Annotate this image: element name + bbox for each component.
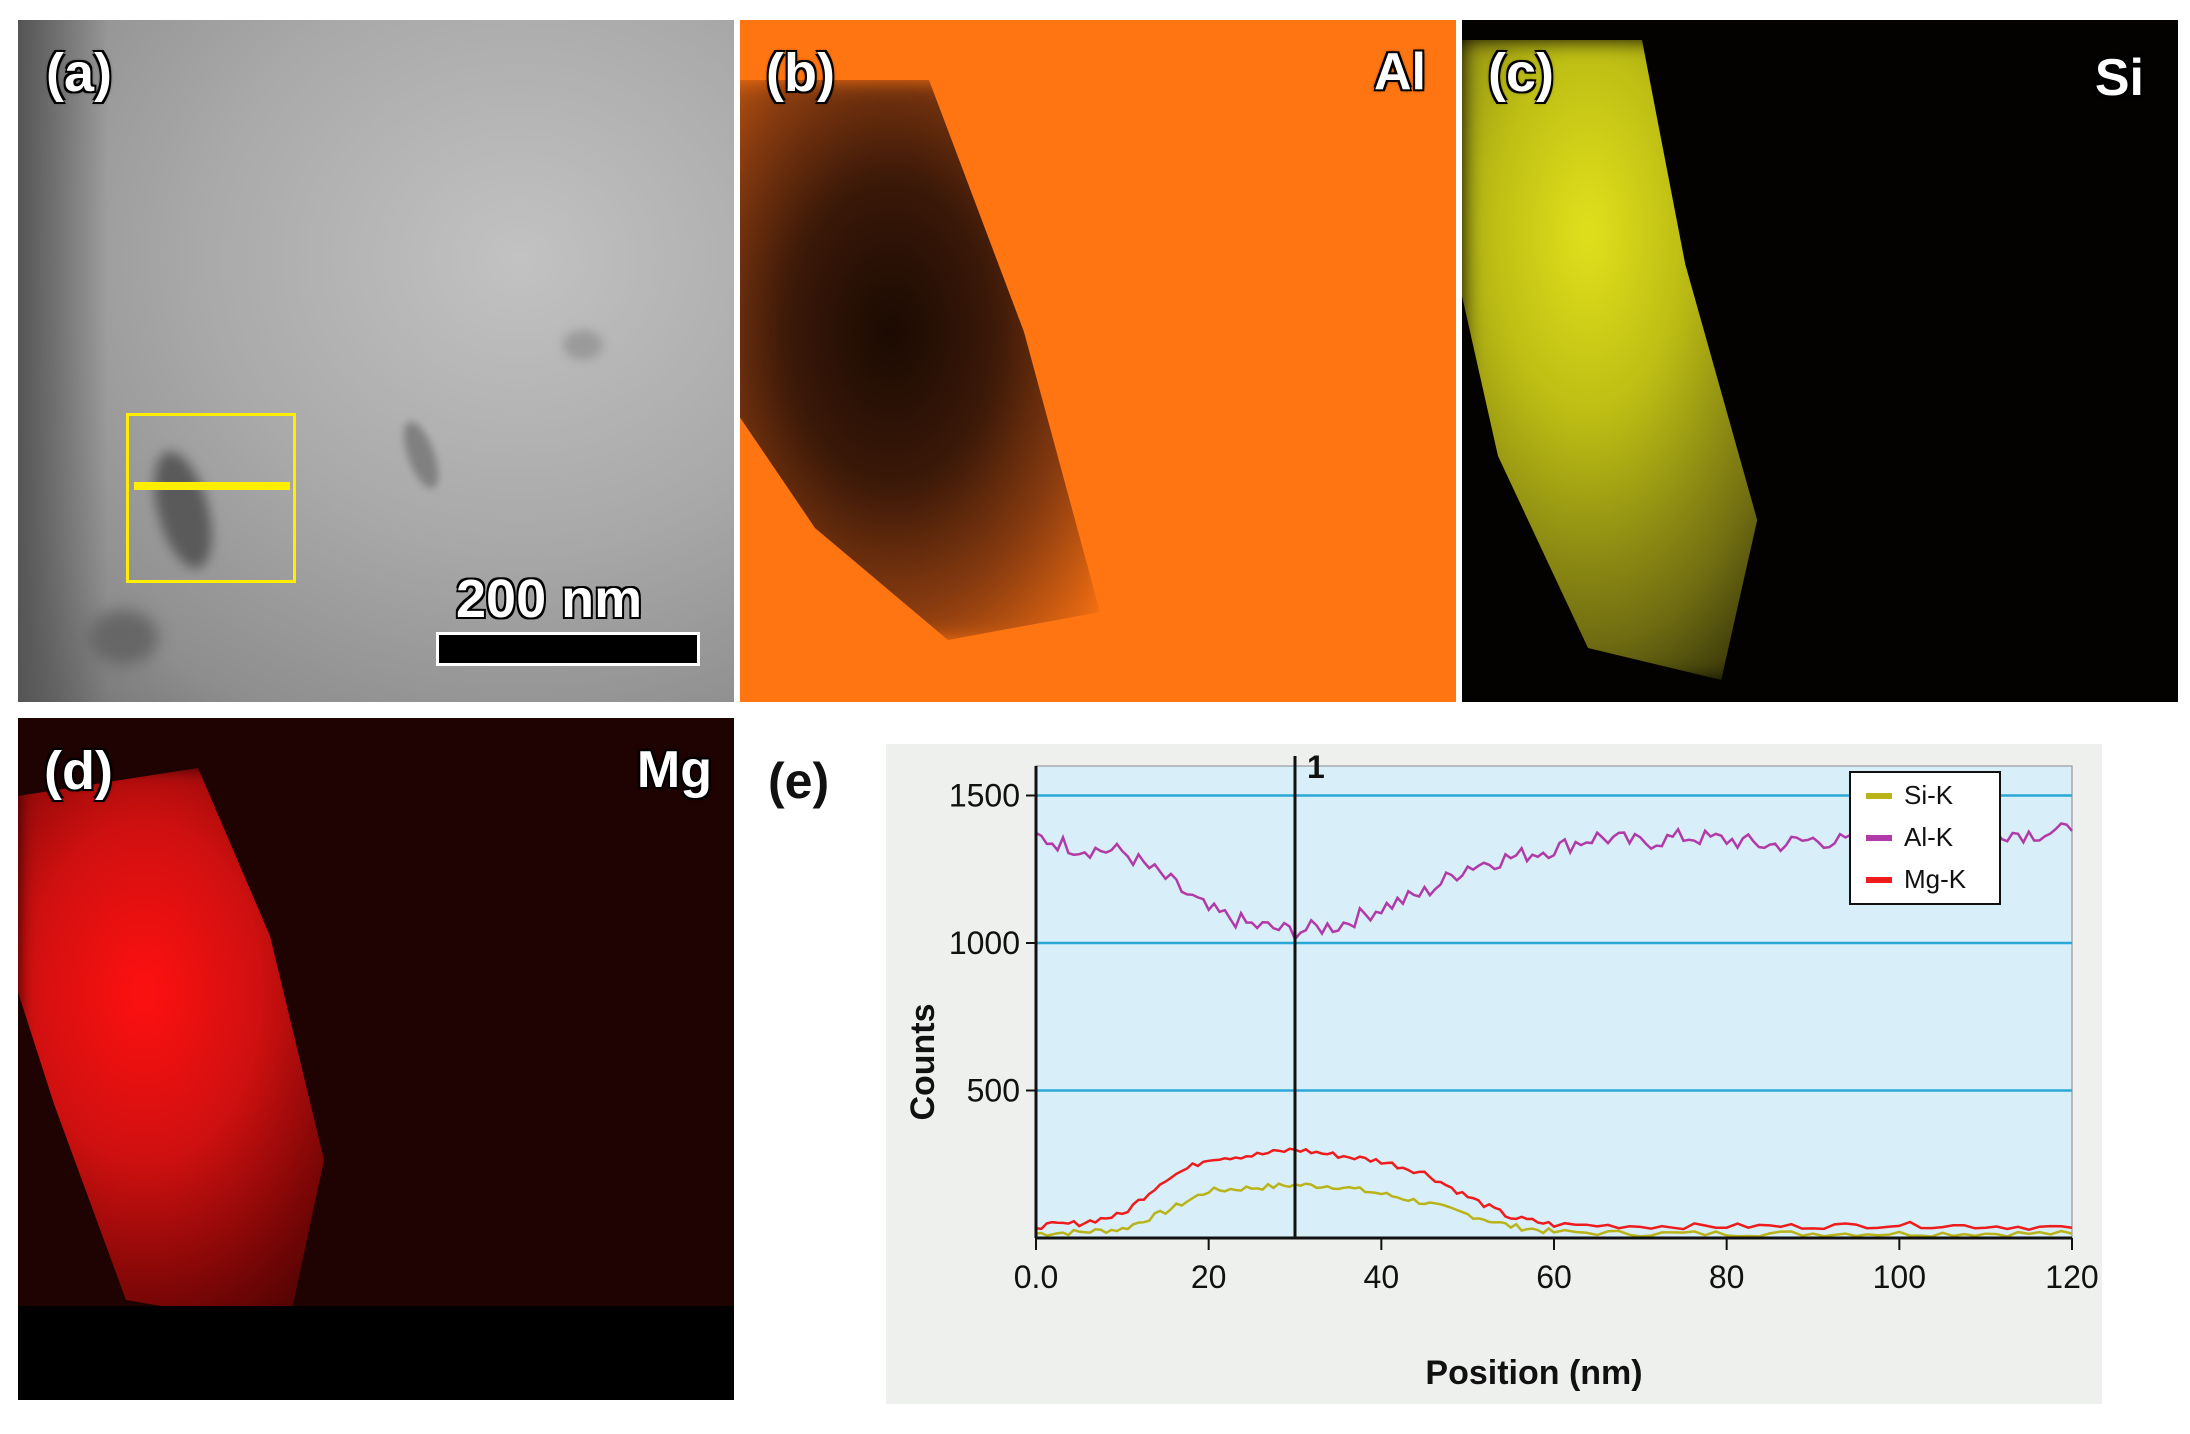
panel-d-label: (d) (44, 741, 113, 801)
si-enriched-region (1462, 40, 1758, 680)
scale-bar (436, 632, 700, 666)
y-axis-title: Counts (904, 1003, 942, 1120)
x-tick-label: 40 (1364, 1259, 1400, 1295)
series-line-mg-k (1035, 1147, 2073, 1231)
series-line-si-k (1035, 1182, 2073, 1238)
scale-bar-label: 200 nm (456, 569, 643, 629)
x-tick-label: 0.0 (1014, 1259, 1058, 1295)
tem-particle-4 (563, 330, 603, 360)
tem-particle-3 (396, 417, 446, 493)
panel-b-al-map: (b) Al (740, 20, 1456, 702)
panel-e-label: (e) (768, 753, 830, 809)
line-scan-line (134, 482, 290, 490)
panel-c-element: Si (2094, 49, 2144, 107)
mg-enriched-region (18, 768, 324, 1328)
x-tick-label: 100 (1873, 1259, 1926, 1295)
y-tick-label: 500 (967, 1073, 1020, 1109)
panel-e-line-profile: 1 500 1000 1500 0.0 20 40 60 80 100 120 Position (… (886, 744, 2102, 1404)
cursor-label: 1 (1307, 749, 1325, 785)
panel-a-tem-image: 200 nm (a) (18, 20, 734, 702)
panel-c-si-map: (c) Si (1462, 20, 2178, 702)
tem-particle-2 (88, 610, 158, 665)
line-profile-chart: 1 500 1000 1500 0.0 20 40 60 80 100 120 Position (… (904, 749, 2099, 1392)
x-tick-label: 20 (1191, 1259, 1227, 1295)
legend-entry-mg-k: Mg-K (1904, 864, 1967, 894)
panel-d-element: Mg (636, 741, 712, 799)
panel-c-label: (c) (1488, 43, 1554, 103)
x-tick-label: 80 (1709, 1259, 1745, 1295)
al-depleted-region (740, 80, 1100, 640)
y-tick-label: 1500 (949, 778, 1020, 814)
x-tick-label: 60 (1536, 1259, 1572, 1295)
tem-grain-dark-left (18, 20, 108, 702)
x-tick-label: 120 (2045, 1259, 2098, 1295)
x-axis-title: Position (nm) (1425, 1354, 1642, 1392)
legend-entry-al-k: Al-K (1904, 822, 1954, 852)
panel-b-element: Al (1374, 43, 1426, 101)
line-scan-box (126, 413, 296, 583)
panel-a-label: (a) (46, 43, 112, 103)
mg-black-band (18, 1306, 734, 1400)
legend-entry-si-k: Si-K (1904, 780, 1954, 810)
y-tick-label: 1000 (949, 925, 1020, 961)
panel-d-mg-map: (d) Mg (18, 718, 734, 1400)
panel-b-label: (b) (766, 43, 835, 103)
